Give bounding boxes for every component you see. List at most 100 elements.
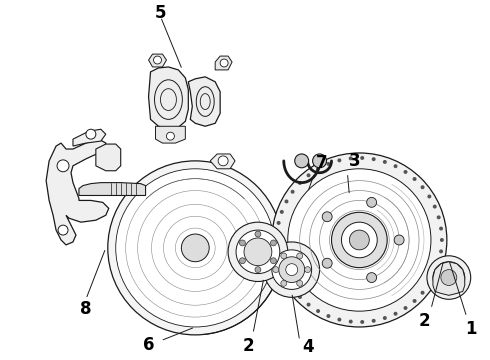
Polygon shape [155,126,185,143]
Circle shape [286,264,298,275]
Circle shape [272,250,312,289]
Circle shape [58,225,68,235]
Polygon shape [148,67,188,129]
Circle shape [255,267,261,273]
Polygon shape [433,262,465,295]
Polygon shape [46,139,109,245]
Circle shape [240,240,245,246]
Circle shape [383,316,387,320]
Circle shape [316,167,320,171]
Circle shape [420,291,424,295]
Circle shape [244,238,272,266]
Circle shape [427,256,471,299]
Circle shape [236,230,280,274]
Circle shape [108,161,283,335]
Polygon shape [148,54,167,67]
Circle shape [427,194,431,198]
Circle shape [277,221,281,225]
Circle shape [275,232,279,236]
Circle shape [57,160,69,172]
Circle shape [427,282,431,285]
Circle shape [332,212,387,267]
Circle shape [255,231,261,237]
Circle shape [275,244,279,248]
Circle shape [285,199,289,203]
Circle shape [220,59,228,67]
Circle shape [322,212,332,222]
Circle shape [313,154,326,168]
Text: 4: 4 [302,338,314,356]
Circle shape [281,253,287,259]
Circle shape [273,267,279,273]
Circle shape [316,309,320,313]
Circle shape [360,320,364,324]
Circle shape [297,253,303,259]
Circle shape [277,255,281,259]
Circle shape [342,222,377,258]
Circle shape [360,156,364,160]
Circle shape [349,320,353,324]
Circle shape [433,271,437,275]
Circle shape [297,280,303,286]
Circle shape [298,295,302,299]
Circle shape [413,177,416,181]
Polygon shape [79,183,146,195]
Polygon shape [96,144,121,171]
Circle shape [439,249,443,253]
Text: 1: 1 [465,320,476,338]
Circle shape [326,314,330,318]
Circle shape [86,129,96,139]
Circle shape [439,226,443,230]
Circle shape [437,215,441,219]
Circle shape [181,234,209,262]
Circle shape [285,276,289,280]
Circle shape [270,258,276,264]
Circle shape [413,299,416,303]
Circle shape [270,240,276,246]
Polygon shape [188,77,220,126]
Text: 7: 7 [316,154,327,172]
Circle shape [288,169,431,311]
Polygon shape [215,56,232,70]
Circle shape [338,318,342,321]
Circle shape [326,162,330,166]
Circle shape [322,258,332,268]
Circle shape [393,164,397,168]
Circle shape [433,204,437,208]
Circle shape [294,154,309,168]
Polygon shape [210,154,235,169]
Circle shape [218,156,228,166]
Circle shape [441,270,457,285]
Circle shape [420,185,424,189]
Circle shape [281,280,287,286]
Circle shape [291,190,294,194]
Circle shape [305,267,311,273]
Circle shape [393,312,397,316]
Circle shape [228,222,288,282]
Circle shape [291,286,294,290]
Circle shape [372,319,376,323]
Circle shape [383,160,387,164]
Circle shape [367,273,377,283]
Circle shape [367,197,377,207]
Text: 6: 6 [143,336,154,354]
Circle shape [272,153,447,327]
Circle shape [440,238,444,242]
Circle shape [167,132,174,140]
Text: 3: 3 [348,152,360,170]
Circle shape [240,258,245,264]
Circle shape [349,230,369,250]
Circle shape [372,157,376,161]
Circle shape [437,261,441,265]
Circle shape [433,262,465,293]
Circle shape [307,173,311,177]
Circle shape [280,210,284,214]
Circle shape [403,306,408,310]
Circle shape [153,56,162,64]
Circle shape [307,303,311,307]
Circle shape [280,266,284,270]
Circle shape [264,242,319,297]
Circle shape [298,181,302,185]
Circle shape [403,170,408,174]
Circle shape [394,235,404,245]
